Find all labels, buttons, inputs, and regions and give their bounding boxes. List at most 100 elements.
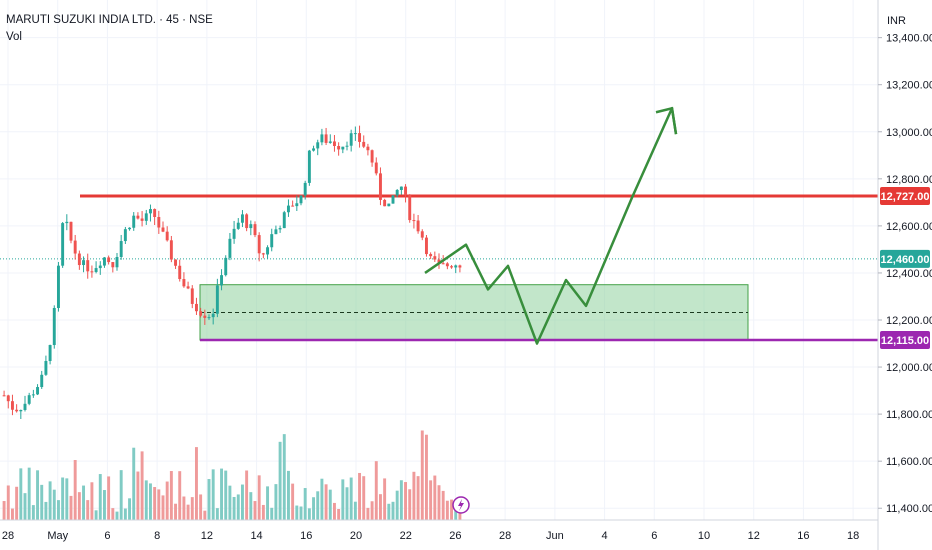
candle-body (203, 315, 207, 318)
volume-bar (77, 492, 81, 520)
candle-body (52, 307, 56, 346)
resistance-badge (880, 187, 930, 205)
volume-bar (61, 477, 65, 520)
volume-bar (52, 489, 56, 520)
candle-body (119, 241, 123, 257)
candle-body (211, 313, 215, 318)
candle-body (291, 205, 295, 207)
price-axis[interactable]: 11,400.00 11,600.00 11,800.00 12,000.00 12,2… (877, 0, 932, 550)
candle-body (182, 279, 186, 287)
volume-bar (19, 468, 23, 520)
volume-bar (102, 490, 106, 520)
volume-bar (445, 500, 449, 520)
volume-bar (220, 468, 224, 520)
candle-body (228, 238, 232, 258)
volume-bar (257, 475, 261, 520)
price-tick-label: 11,800.00 (886, 409, 932, 421)
volume-bar (15, 486, 19, 520)
volume-bar (353, 501, 357, 520)
volume-bar (174, 503, 178, 520)
volume-bar (10, 508, 14, 520)
volume-bar (299, 506, 303, 520)
symbol-title[interactable]: MARUTI SUZUKI INDIA LTD. · 45 · NSE (6, 14, 213, 26)
candle-body (69, 221, 73, 241)
volume-bar (232, 496, 236, 520)
volume-bar (399, 480, 403, 520)
volume-bar (165, 481, 169, 520)
candle-body (6, 395, 10, 402)
candle-body (445, 263, 449, 267)
candle-body (199, 311, 203, 316)
candle-body (215, 285, 219, 314)
lightning-icon[interactable] (452, 496, 470, 514)
candle-body (349, 133, 353, 146)
candle-body (404, 186, 408, 196)
candle-body (395, 189, 399, 196)
volume-bar (412, 471, 416, 520)
candle-body (450, 266, 454, 268)
volume-bar (157, 489, 161, 520)
volume-label[interactable]: Vol (6, 31, 22, 43)
volume-bar (387, 503, 391, 520)
time-axis[interactable]: 28 May 6 8 12 14 16 20 22 26 28 Jun 4 6 10 12 16 18 (0, 496, 932, 542)
volume-bar (144, 480, 148, 520)
volume-bar (69, 495, 73, 520)
volume-bar (282, 434, 286, 520)
volume-bar (291, 483, 295, 520)
volume-bar (286, 470, 290, 520)
volume-bar (328, 489, 332, 520)
price-tick-label: 12,800.00 (886, 174, 932, 186)
support-badge-label: 12,115.00 (881, 335, 929, 347)
candle-body (416, 220, 420, 232)
volume-bar (337, 508, 341, 520)
support-badge (880, 331, 930, 349)
candle-body (73, 240, 77, 254)
price-axis-bg (878, 0, 932, 550)
volume-bar (90, 482, 94, 520)
volume-bar (270, 507, 274, 520)
volume-bar (378, 494, 382, 520)
time-tick-label: 28 (2, 530, 14, 542)
volume-bar (182, 496, 186, 520)
volume-bar (383, 478, 387, 520)
candle-body (128, 227, 132, 230)
volume-bar (73, 459, 77, 520)
volume-bar (454, 504, 458, 520)
candle-body (136, 215, 140, 219)
candle-body (387, 203, 391, 207)
volume-bar (86, 500, 90, 520)
candle-body (332, 141, 336, 147)
candle-body (249, 224, 253, 229)
price-tick-label: 12,400.00 (886, 268, 932, 280)
candle-body (132, 215, 136, 228)
projection-path[interactable] (424, 106, 678, 345)
volume-bar (36, 470, 40, 520)
volume-bar (107, 476, 111, 520)
candle-body (261, 253, 265, 255)
volume-bar (211, 469, 215, 520)
volume-bar (429, 480, 433, 520)
candle-body (165, 231, 169, 241)
candle-body (178, 265, 182, 280)
volume-bar (123, 508, 127, 520)
volume-bar (307, 508, 311, 520)
volume-bar (94, 510, 98, 520)
volume-bar (56, 500, 60, 520)
time-tick-label: 12 (201, 530, 213, 542)
time-tick-label: 10 (698, 530, 710, 542)
candle-body (220, 275, 224, 286)
volume-bar (249, 492, 253, 520)
volume-bar (190, 497, 194, 520)
price-tick-label: 13,400.00 (886, 33, 932, 45)
demand-zone[interactable] (199, 284, 749, 341)
price-tick-label: 11,600.00 (886, 456, 932, 468)
time-tick-label: 12 (748, 530, 760, 542)
volume-bar (391, 501, 395, 520)
candle-body (102, 257, 106, 266)
volume-bar (236, 494, 240, 520)
candle-body (270, 234, 274, 248)
candle-body (303, 182, 307, 196)
volume-bar (140, 451, 144, 520)
